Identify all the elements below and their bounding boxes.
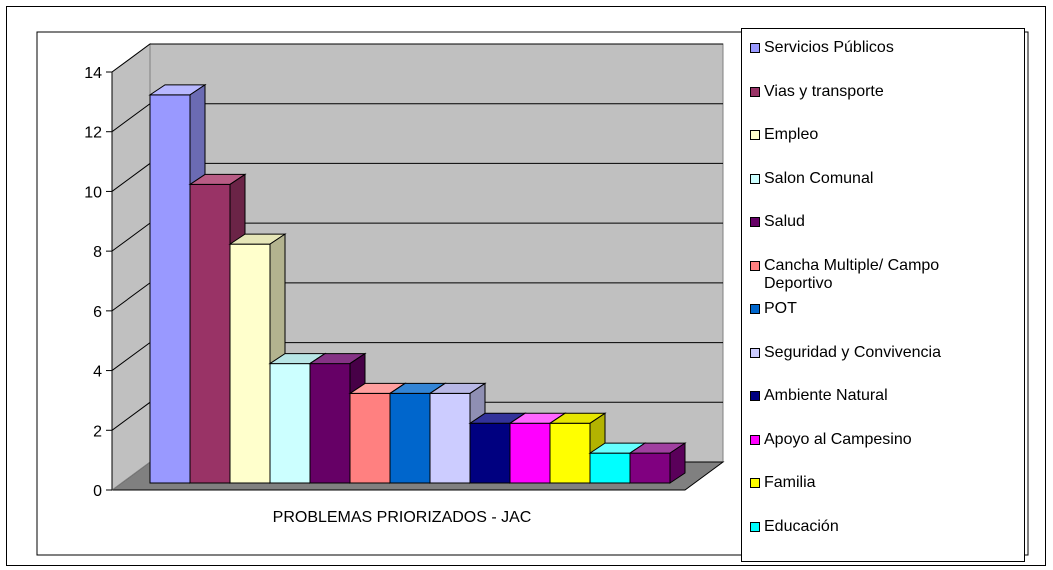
bar-front [429, 392, 471, 484]
bar-front [589, 452, 631, 484]
legend-swatch [750, 173, 760, 184]
y-tick-label: 8 [93, 244, 102, 261]
legend-item: Ambiente Natural [750, 387, 1012, 405]
bar [628, 442, 687, 484]
y-tick-label: 4 [93, 364, 102, 381]
legend-item: Empleo [750, 126, 1012, 144]
y-tick-label: 6 [93, 304, 102, 321]
legend-item: Cancha Multiple/ Campo Deportivo [750, 257, 1012, 293]
bar-front [309, 363, 351, 484]
legend-swatch [750, 217, 760, 227]
plot-frame [36, 31, 1029, 556]
bar-front [549, 422, 591, 484]
legend-swatch [750, 521, 760, 532]
legend-swatch [750, 260, 760, 271]
legend-label: Participación Comunitaria [764, 561, 1012, 562]
legend-label: Salon Comunal [764, 169, 874, 187]
bar-front [229, 243, 271, 484]
bar-front [349, 392, 391, 484]
legend-label: Familia [764, 474, 816, 491]
legend-label: POT [764, 300, 797, 317]
legend-label: Ambiente Natural [764, 387, 888, 404]
legend-item: Participación Comunitaria [750, 561, 1012, 562]
gridline [111, 43, 723, 73]
y-axis: 0 2 4 6 8 10 12 14 [84, 65, 113, 500]
legend: Servicios Públicos Vias y transporte Emple… [741, 28, 1025, 562]
legend-swatch [750, 130, 760, 140]
bar-front [269, 363, 311, 484]
bar-front [189, 183, 231, 484]
y-tick-label: 12 [84, 125, 102, 142]
legend-swatch [750, 391, 760, 401]
legend-label: Educación [764, 517, 839, 535]
x-axis-label: PROBLEMAS PRIORIZADOS - JAC [273, 509, 532, 526]
legend-item: POT [750, 300, 1012, 318]
bar-front [629, 452, 671, 484]
chart-frame [6, 6, 1046, 566]
side-wall [111, 43, 151, 491]
legend-label: Cancha Multiple/ Campo Deportivo [764, 256, 940, 292]
bar-front [389, 392, 431, 484]
legend-item: Servicios Públicos [750, 39, 1012, 57]
legend-item: Familia [750, 474, 1012, 492]
legend-label: Salud [764, 213, 805, 230]
legend-swatch [750, 434, 760, 445]
legend-item: Salon Comunal [750, 170, 1012, 188]
legend-label: Apoyo al Campesino [764, 430, 912, 448]
y-tick-label: 10 [84, 184, 102, 201]
bars [148, 83, 687, 484]
legend-item: Seguridad y Convivencia [750, 344, 1012, 362]
bar-front [149, 94, 191, 484]
legend-label: Servicios Públicos [764, 39, 894, 56]
legend-label: Vias y transporte [764, 82, 884, 100]
legend-swatch [750, 43, 760, 53]
bar-front [509, 422, 551, 484]
legend-label: Seguridad y Convivencia [764, 343, 941, 361]
bar-side [669, 442, 686, 484]
y-tick-label: 14 [84, 65, 102, 82]
legend-swatch [750, 478, 760, 488]
legend-item: Educación [750, 518, 1012, 536]
y-tick-label: 2 [93, 423, 102, 440]
legend-item: Salud [750, 213, 1012, 231]
legend-item: Apoyo al Campesino [750, 431, 1012, 449]
legend-swatch [750, 86, 760, 97]
legend-swatch [750, 347, 760, 358]
bar-front [469, 422, 511, 484]
legend-label: Empleo [764, 126, 819, 143]
y-tick-label: 0 [93, 483, 102, 500]
legend-item: Vias y transporte [750, 83, 1012, 101]
legend-swatch [750, 304, 760, 314]
